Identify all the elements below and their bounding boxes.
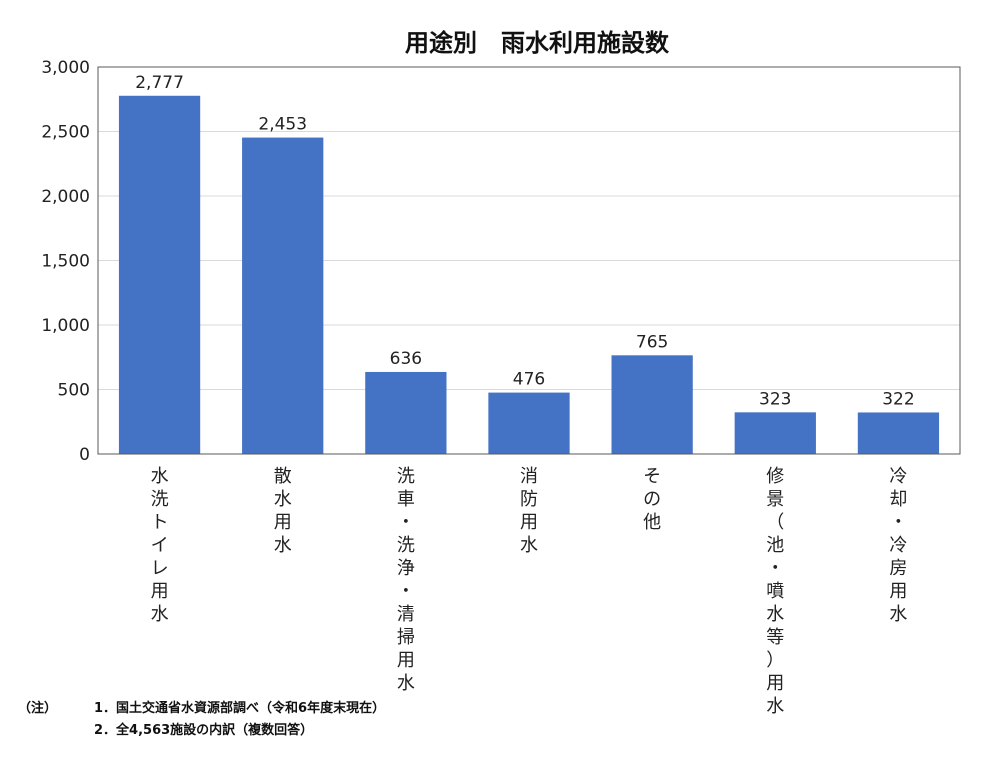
data-label: 323: [759, 389, 791, 409]
note-2: 2．全4,563施設の内訳（複数回答）: [18, 720, 385, 742]
category-label: 修景（池・噴水等）用水: [766, 466, 784, 717]
bar: [857, 412, 940, 454]
y-tick-label: 0: [79, 445, 90, 465]
data-label: 2,777: [135, 73, 184, 93]
notes: （注） 1．国土交通省水資源部調べ（令和6年度末現在） 2．全4,563施設の内…: [18, 698, 385, 742]
bar: [611, 355, 693, 454]
y-tick-label: 2,000: [41, 187, 90, 207]
bar: [734, 412, 816, 454]
y-tick-label: 1,000: [41, 316, 90, 336]
bar: [242, 137, 324, 455]
data-label: 765: [636, 332, 668, 352]
category-label: 消防用水: [520, 466, 538, 556]
data-labels: 2,777 2,453 636 476 765 323 322: [135, 73, 914, 410]
note-1: （注） 1．国土交通省水資源部調べ（令和6年度末現在）: [18, 698, 385, 720]
note-2-text: 2．全4,563施設の内訳（複数回答）: [94, 723, 314, 738]
bar: [488, 392, 570, 454]
category-label: 散水用水: [274, 466, 292, 556]
bar: [365, 371, 447, 454]
category-label: 水洗トイレ用水: [151, 466, 169, 625]
note-1-text: 1．国土交通省水資源部調べ（令和6年度末現在）: [94, 701, 386, 716]
category-labels: 水洗トイレ用水 散水用水 洗車・洗浄・清掃用水 消防用水 その他 修景（池・噴水等）用水 冷…: [151, 466, 908, 717]
category-label: 冷却・冷房用水: [889, 466, 907, 625]
chart-title: 用途別 雨水利用施設数: [405, 29, 670, 57]
data-label: 476: [513, 370, 545, 390]
y-axis-ticks: 0 500 1,000 1,500 2,000 2,500 3,000: [41, 58, 90, 465]
y-tick-label: 1,500: [41, 252, 90, 272]
bars: [118, 95, 940, 455]
plot-frame: [97, 66, 961, 455]
y-tick-label: 2,500: [41, 123, 90, 143]
category-label: 洗車・洗浄・清掃用水: [397, 466, 415, 694]
gridlines: [98, 131, 960, 390]
bar: [118, 95, 201, 454]
data-label: 636: [390, 349, 422, 369]
note-prefix: （注）: [18, 701, 58, 716]
category-label: その他: [643, 466, 661, 533]
y-tick-label: 3,000: [41, 58, 90, 78]
data-label: 2,453: [258, 115, 307, 135]
y-tick-label: 500: [58, 381, 90, 401]
data-label: 322: [882, 389, 914, 409]
